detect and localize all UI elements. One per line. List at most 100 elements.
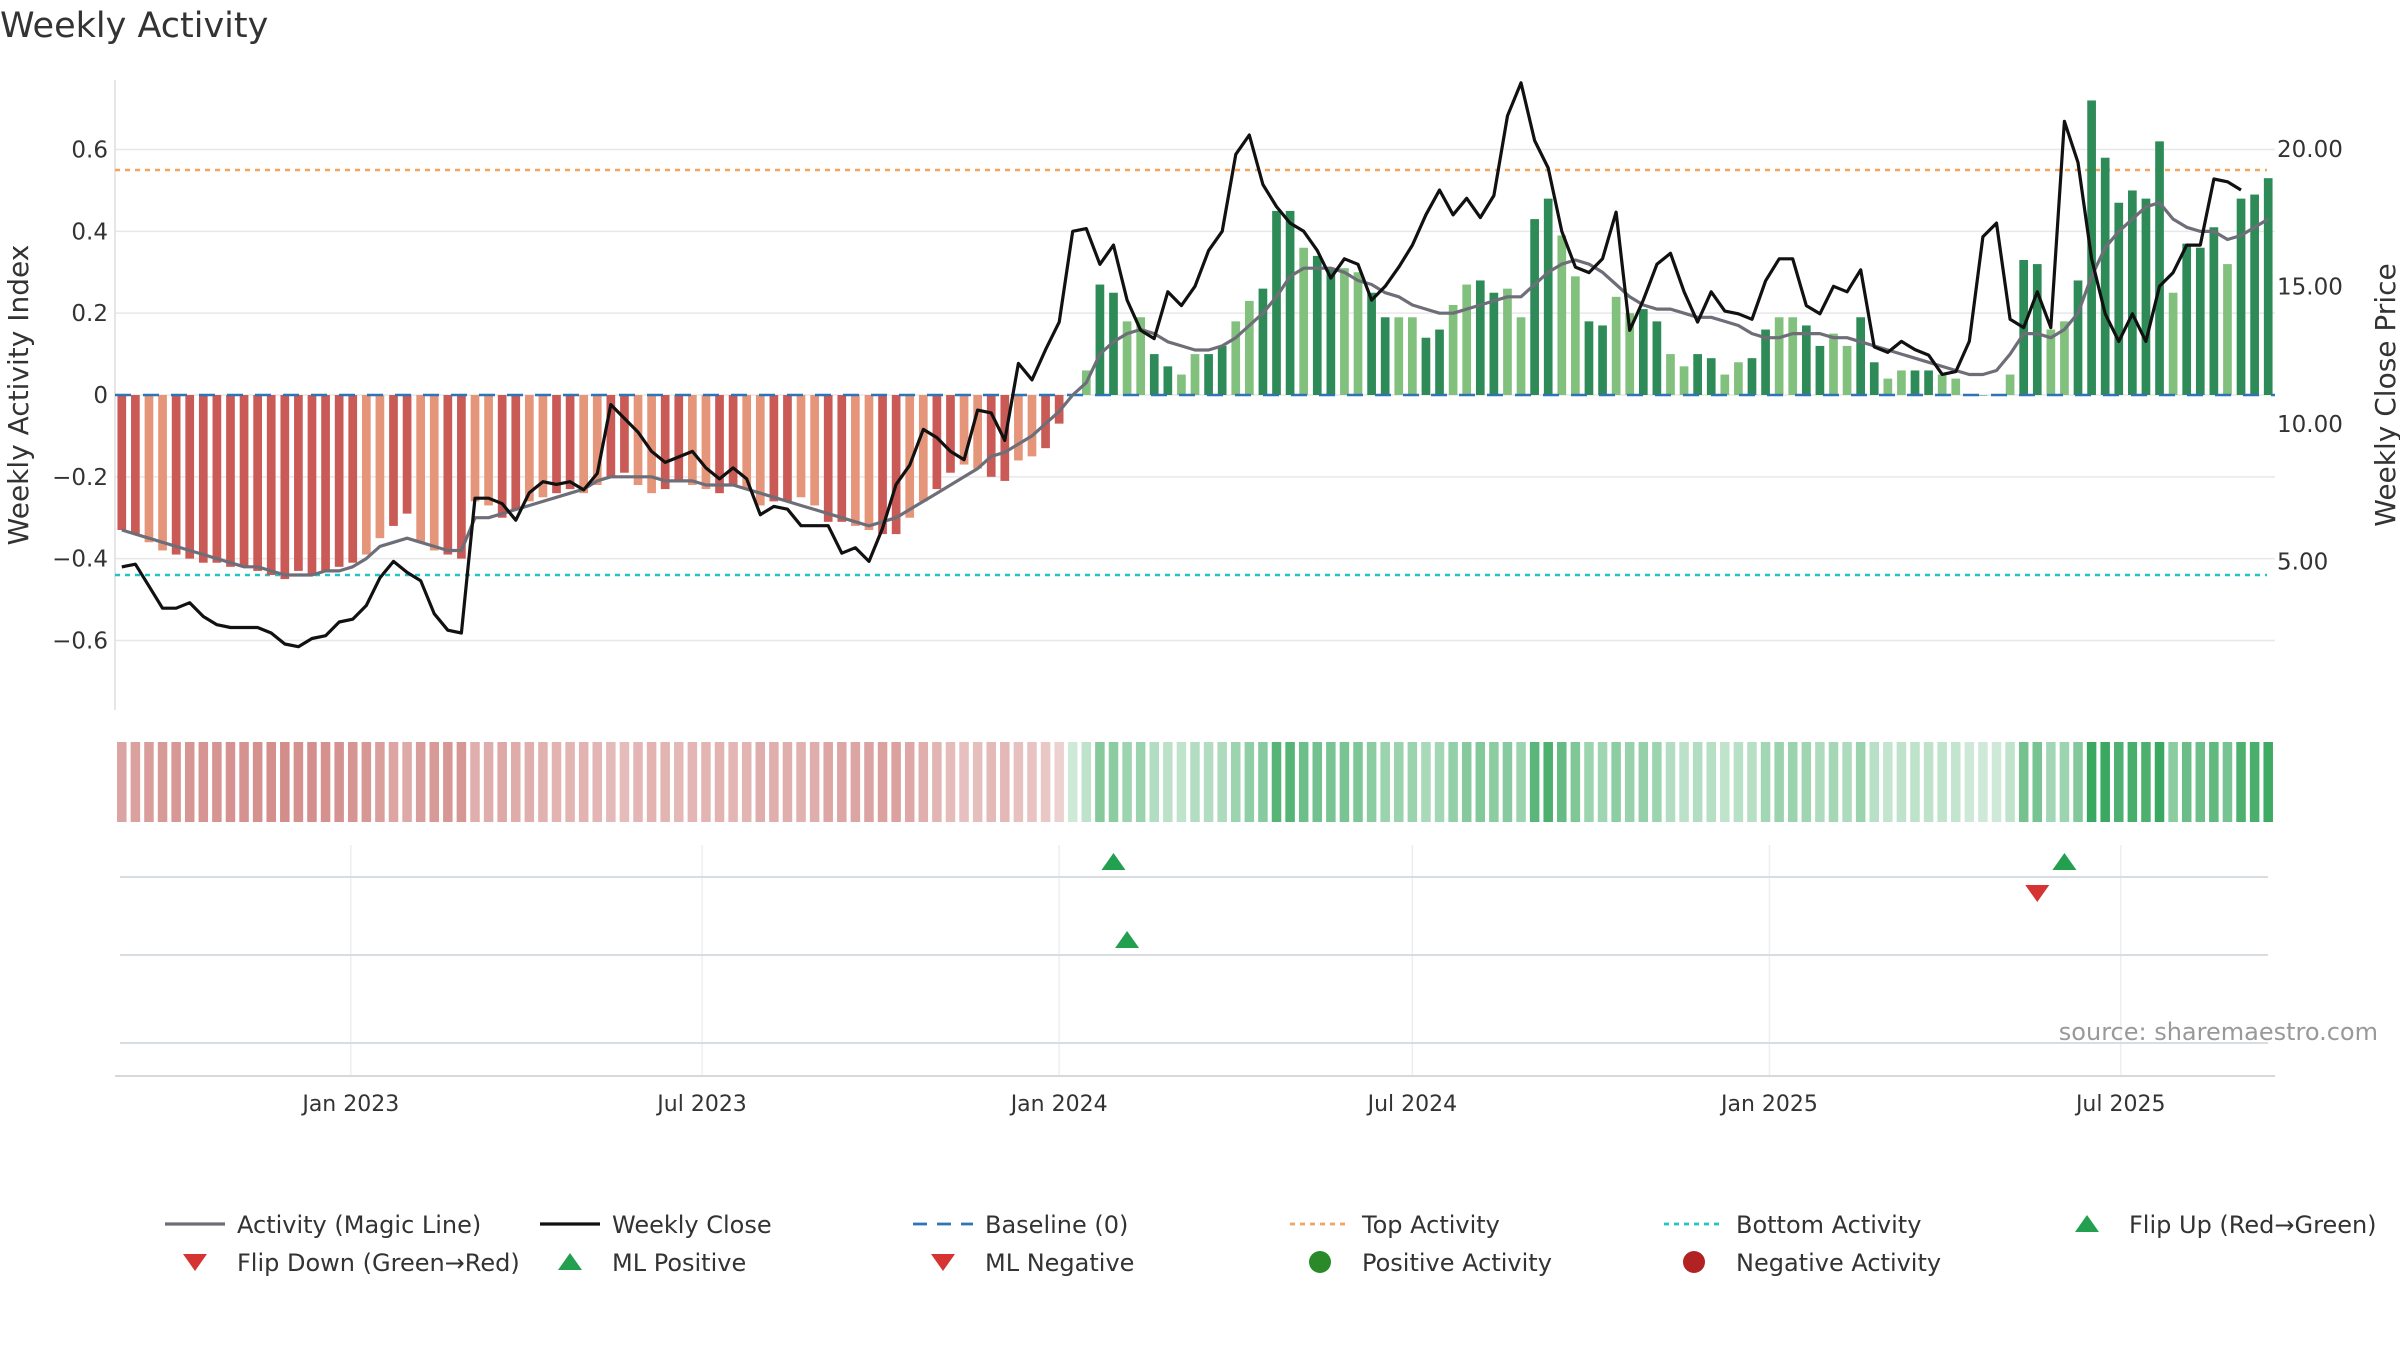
x-tick-label: Jul 2025 <box>2074 1092 2166 1117</box>
legend-label: Flip Up (Red→Green) <box>2129 1211 2377 1239</box>
activity-bar <box>457 395 466 559</box>
heat-cell <box>1067 742 1078 822</box>
activity-bar <box>1231 321 1241 395</box>
heat-cell <box>1271 742 1282 822</box>
heat-cell <box>2059 742 2070 822</box>
activity-bar <box>2223 264 2232 395</box>
heat-cell <box>646 742 657 822</box>
legend-label: Baseline (0) <box>985 1211 1128 1239</box>
activity-bar <box>280 395 290 580</box>
heat-cell <box>959 742 969 822</box>
heat-cell <box>184 742 195 822</box>
heat-cell <box>2100 742 2110 822</box>
heat-cell <box>130 742 141 822</box>
legend-swatch <box>931 1254 955 1271</box>
activity-bar <box>851 395 860 526</box>
activity-bar <box>2141 198 2151 395</box>
activity-bar <box>402 395 412 514</box>
heat-cell <box>714 742 725 822</box>
activity-bar <box>565 395 575 490</box>
activity-bar <box>1584 321 1594 395</box>
magic-line <box>121 201 2270 577</box>
heat-cell <box>1095 742 1105 822</box>
x-tick-label: Jul 2023 <box>655 1092 747 1117</box>
activity-bar <box>1027 395 1037 457</box>
heat-cell <box>1611 742 1621 822</box>
heat-cell <box>1366 742 1377 822</box>
activity-bar <box>606 395 616 477</box>
activity-bar <box>1258 288 1268 395</box>
activity-bar <box>810 395 819 506</box>
flip-up-marker <box>2052 853 2077 870</box>
heat-cell <box>2168 742 2178 822</box>
activity-bar <box>2114 202 2124 395</box>
heat-cell <box>1217 742 1227 822</box>
y-tick-label: −0.6 <box>52 628 108 654</box>
heat-cell <box>2141 742 2151 822</box>
heat-cell <box>1883 742 1893 822</box>
activity-bar <box>579 395 589 494</box>
heat-cell <box>483 742 494 822</box>
legend-swatch <box>1309 1251 1331 1273</box>
heat-cell <box>1149 742 1159 822</box>
heat-cell <box>252 742 263 822</box>
y2-tick-label: 15.00 <box>2277 274 2343 300</box>
heat-cell <box>565 742 575 822</box>
heat-cell <box>701 742 711 822</box>
heat-cell <box>660 742 670 822</box>
heat-cell <box>972 742 983 822</box>
y-tick-label: 0.6 <box>71 138 108 164</box>
activity-bar <box>769 395 779 502</box>
heat-cell <box>239 742 249 822</box>
heat-cell <box>1516 742 1526 822</box>
heat-cell <box>592 742 603 822</box>
heat-cell <box>320 742 331 822</box>
heat-cell <box>497 742 507 822</box>
activity-bar <box>1244 300 1254 395</box>
x-tick-label: Jan 2023 <box>300 1092 399 1117</box>
activity-bar <box>864 395 874 530</box>
activity-bar <box>2046 329 2056 395</box>
activity-bar <box>878 395 887 535</box>
activity-bar <box>1503 288 1512 395</box>
heat-cell <box>225 742 236 822</box>
heat-cell <box>877 742 888 822</box>
heat-cell <box>1339 742 1350 822</box>
activity-bar <box>2128 190 2137 395</box>
activity-bar <box>1530 219 1539 395</box>
heat-cell <box>1163 742 1173 822</box>
source-credit: source: sharemaestro.com <box>2059 1018 2378 1046</box>
heat-cell <box>1203 742 1214 822</box>
activity-bar <box>1435 329 1444 395</box>
x-tick-label: Jan 2024 <box>1009 1092 1108 1117</box>
heat-cell <box>524 742 535 822</box>
activity-bar <box>253 395 262 571</box>
activity-bar <box>1272 210 1281 395</box>
legend-label: ML Positive <box>612 1249 746 1277</box>
heat-cell <box>986 742 996 822</box>
y-tick-label: −0.4 <box>52 547 108 573</box>
activity-bar <box>973 395 982 469</box>
activity-bar <box>470 395 480 502</box>
heat-cell <box>2032 742 2043 822</box>
heat-cell <box>2127 742 2138 822</box>
activity-bar <box>1394 317 1404 395</box>
activity-bar <box>1475 280 1485 395</box>
heat-cell <box>741 742 752 822</box>
heat-cell <box>144 742 154 822</box>
activity-bar <box>1285 210 1295 395</box>
activity-bar <box>1679 366 1689 395</box>
heat-cell <box>1353 742 1363 822</box>
heat-cell <box>280 742 290 822</box>
heat-cell <box>674 742 684 822</box>
heat-cell <box>551 742 562 822</box>
activity-bar <box>1638 309 1648 395</box>
activity-bar <box>2060 321 2069 395</box>
heat-cell <box>157 742 168 822</box>
heat-cell <box>1815 742 1825 822</box>
activity-bar <box>1421 337 1431 395</box>
legend-label: Negative Activity <box>1736 1249 1941 1277</box>
heat-cell <box>1285 742 1295 822</box>
activity-bar <box>837 395 847 522</box>
heat-cell <box>1461 742 1472 822</box>
